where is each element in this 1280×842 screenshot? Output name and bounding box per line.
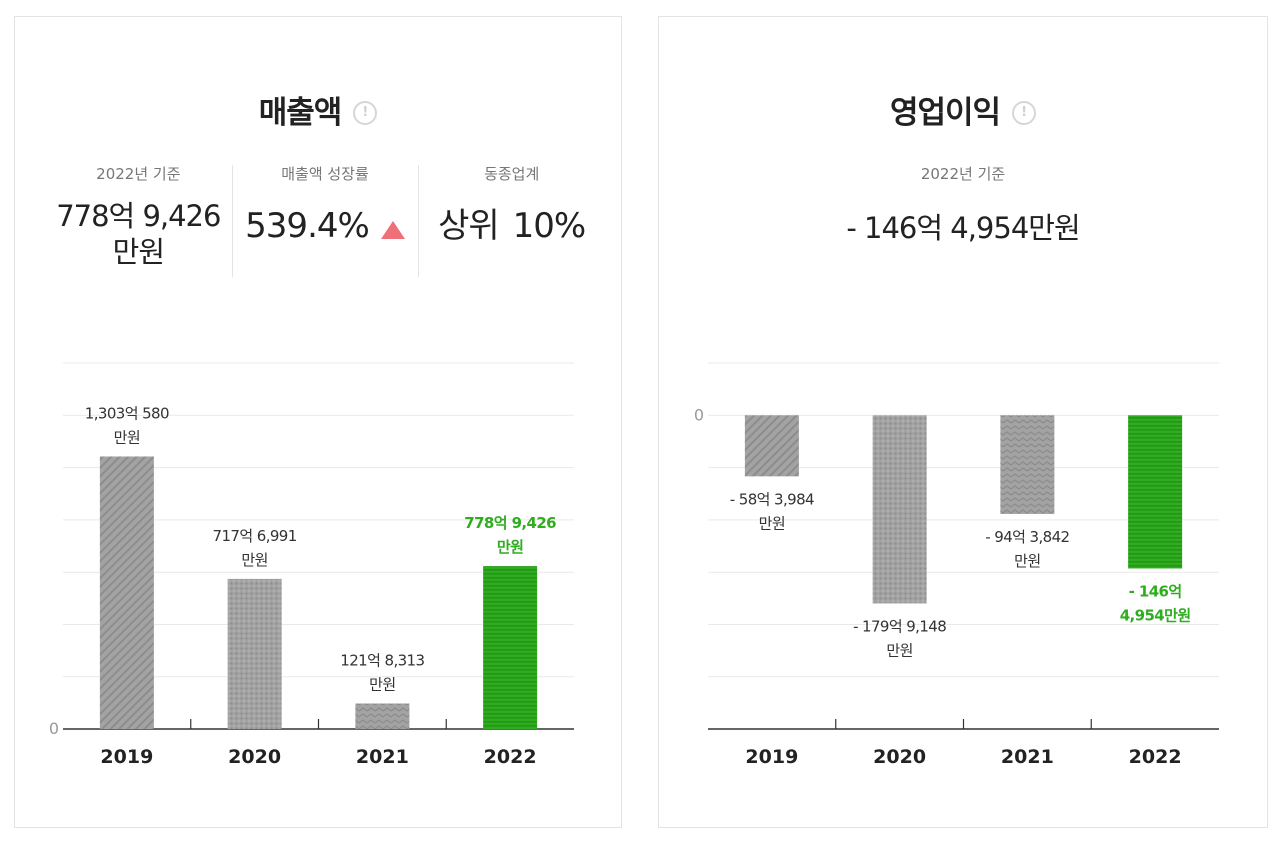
- data-label-2020: 만원: [241, 551, 267, 569]
- x-tick-label-2020: 2020: [228, 746, 281, 768]
- stat-value: 539.4%: [232, 208, 419, 246]
- x-tick-label-2022: 2022: [1129, 746, 1182, 768]
- info-icon[interactable]: !: [353, 100, 378, 125]
- growth-rate-value: 539.4%: [245, 206, 370, 246]
- data-label-2021: 121억 8,313: [340, 652, 424, 670]
- stat-value: - 146억 4,954만원: [846, 211, 1080, 245]
- data-label-2021: 만원: [369, 676, 395, 694]
- stat-value: 778억 9,426 만원: [45, 198, 232, 270]
- data-label-2021: 만원: [1014, 552, 1040, 570]
- revenue-title-row: 매출액 !: [15, 87, 621, 132]
- data-label-2019: 1,303억 580: [85, 404, 169, 422]
- bar-2019[interactable]: [99, 456, 154, 729]
- data-label-2019: 만원: [759, 514, 785, 532]
- revenue-bar-chart: 0 1,303억 580 만원 2019 717억 6,991 만원 2020 121억 8,…: [49, 362, 574, 768]
- x-tick-label-2021: 2021: [356, 746, 409, 768]
- bar-2022[interactable]: [1128, 415, 1183, 569]
- x-tick-label-2020: 2020: [873, 746, 926, 768]
- data-label-2019: 만원: [114, 428, 140, 446]
- stat-label: 동종업계: [484, 165, 540, 183]
- rank-word: 상위: [438, 206, 500, 246]
- zero-tick-label: 0: [694, 405, 704, 424]
- data-label-2020: 717억 6,991: [213, 527, 297, 545]
- stat-label: 매출액 성장률: [281, 165, 369, 183]
- revenue-title: 매출액: [258, 95, 343, 131]
- x-tick-label-2021: 2021: [1001, 746, 1054, 768]
- data-label-2019: - 58억 3,984: [730, 490, 814, 508]
- stat-base-year: 2022년 기준 778억 9,426 만원: [45, 163, 232, 270]
- stat-industry-rank: 동종업계 상위 10%: [418, 163, 605, 277]
- stat-growth-rate: 매출액 성장률 539.4%: [231, 163, 419, 277]
- bar-2021[interactable]: [1000, 415, 1055, 514]
- revenue-card: 매출액 ! 2022년 기준 778억 9,426 만원 매출액 성장률 539…: [14, 16, 622, 828]
- zero-tick-label: 0: [49, 719, 59, 738]
- stat-label: 2022년 기준: [96, 165, 181, 183]
- revenue-stats: 2022년 기준 778억 9,426 만원 매출액 성장률 539.4% 동종…: [45, 163, 605, 277]
- stat-value: 상위 10%: [418, 208, 605, 244]
- data-label-2021: - 94억 3,842: [985, 528, 1069, 546]
- bar-2021[interactable]: [355, 703, 410, 729]
- bar-2022[interactable]: [483, 566, 538, 729]
- profit-stat: 2022년 기준 - 146억 4,954만원: [659, 163, 1267, 246]
- x-tick-label-2022: 2022: [484, 746, 537, 768]
- profit-title-row: 영업이익 !: [659, 87, 1267, 132]
- info-icon[interactable]: !: [1012, 100, 1037, 125]
- profit-bar-chart: 0 - 58억 3,984 만원 2019 - 179억 9,148 만원 2020 - 94…: [694, 362, 1219, 768]
- stat-label: 2022년 기준: [920, 165, 1006, 183]
- data-label-2022: 만원: [497, 538, 523, 556]
- data-label-2022: 4,954만원: [1120, 606, 1191, 624]
- data-label-2020: - 179억 9,148: [853, 617, 946, 635]
- bar-2019[interactable]: [744, 415, 799, 477]
- data-label-2022: - 146억: [1129, 582, 1182, 600]
- x-tick-label-2019: 2019: [100, 746, 153, 768]
- x-tick-label-2019: 2019: [745, 746, 798, 768]
- profit-card: 영업이익 ! 2022년 기준 - 146억 4,954만원 0 - 58억 3,…: [658, 16, 1268, 828]
- bar-2020[interactable]: [227, 578, 282, 729]
- stat-value-line1: 778억 9,426: [56, 199, 221, 233]
- data-label-2022: 778억 9,426: [464, 514, 556, 532]
- stat-value-line2: 만원: [112, 235, 165, 269]
- triangle-up-icon: [380, 210, 405, 246]
- rank-percent: 10%: [512, 206, 587, 246]
- profit-title: 영업이익: [889, 95, 1001, 131]
- data-label-2020: 만원: [886, 641, 912, 659]
- bar-2020[interactable]: [872, 415, 927, 604]
